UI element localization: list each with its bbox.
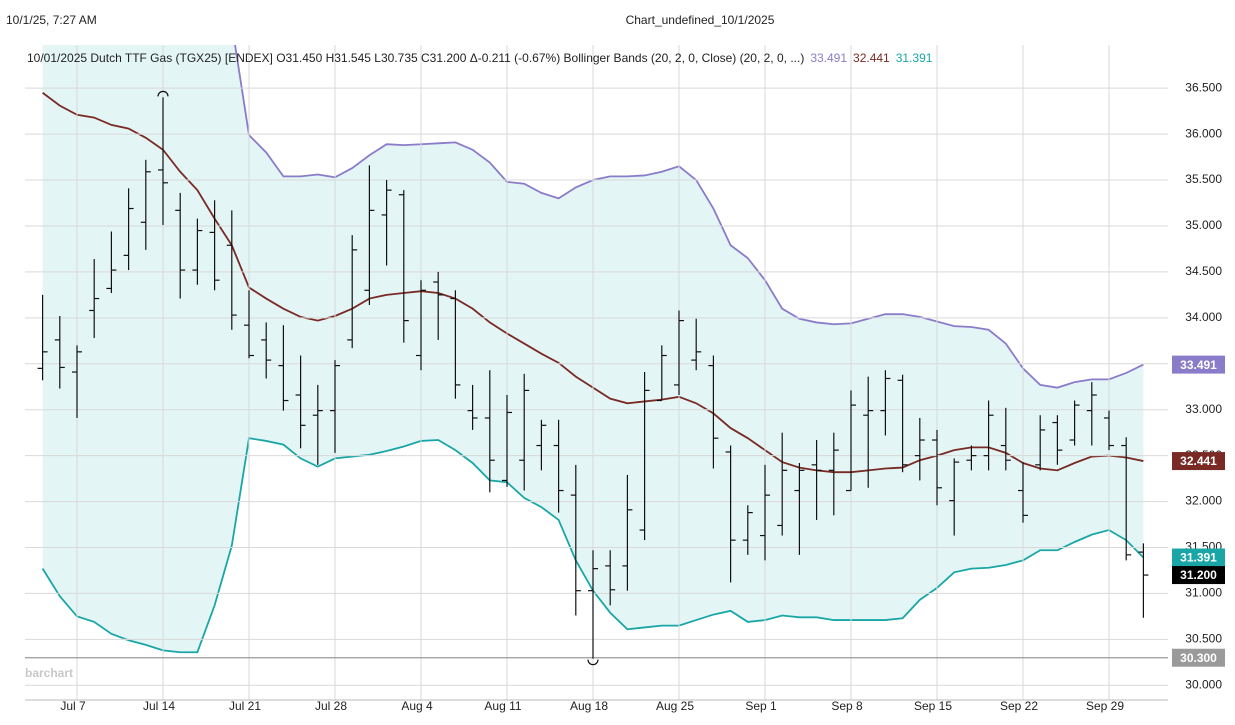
x-tick-label: Jul 21 [229,699,261,713]
price-badge-label: 31.391 [1180,551,1217,565]
y-tick-label: 30.000 [1185,677,1222,691]
x-tick-label: Sep 29 [1086,699,1124,713]
legend: 10/01/2025 Dutch TTF Gas (TGX25) [ENDEX]… [27,51,933,65]
page-title: Chart_undefined_10/1/2025 [626,13,775,27]
x-tick-label: Sep 22 [1000,699,1038,713]
price-badge [1172,452,1225,471]
x-tick-label: Aug 11 [484,699,521,713]
y-tick-label: 36.500 [1185,80,1222,94]
legend-value: 31.391 [896,51,933,65]
y-tick-label: 31.000 [1185,586,1222,600]
x-tick-label: Aug 4 [401,699,433,713]
y-tick-label: 34.000 [1185,310,1222,324]
x-tick-label: Aug 25 [656,699,694,713]
x-tick-label: Jul 28 [315,699,347,713]
price-badge [1172,648,1225,667]
y-tick-label: 35.500 [1185,172,1222,186]
y-tick-label: 32.000 [1185,494,1222,508]
price-badge-label: 33.491 [1180,358,1217,372]
price-badge [1172,548,1225,567]
x-tick-label: Jul 7 [60,699,86,713]
y-tick-label: 33.000 [1185,402,1222,416]
x-tick-label: Sep 1 [745,699,777,713]
legend-text: 10/01/2025 Dutch TTF Gas (TGX25) [ENDEX]… [27,51,804,65]
y-tick-label: 35.000 [1185,218,1222,232]
watermark: barchart [25,666,73,680]
price-badge [1172,566,1225,585]
x-tick-label: Sep 8 [831,699,863,713]
x-tick-label: Jul 14 [143,699,175,713]
price-badge-label: 31.200 [1180,568,1217,582]
price-badge-label: 32.441 [1180,454,1217,468]
y-tick-label: 30.500 [1185,632,1222,646]
timestamp: 10/1/25, 7:27 AM [6,13,97,27]
y-tick-label: 34.500 [1185,264,1222,278]
price-badge-label: 30.300 [1180,651,1217,665]
high-marker [157,90,169,97]
low-marker [587,659,599,666]
x-tick-label: Aug 18 [570,699,608,713]
price-badge [1172,355,1225,374]
legend-value: 33.491 [810,51,847,65]
x-tick-label: Sep 15 [914,699,952,713]
legend-value: 32.441 [853,51,890,65]
y-tick-label: 36.000 [1185,126,1222,140]
